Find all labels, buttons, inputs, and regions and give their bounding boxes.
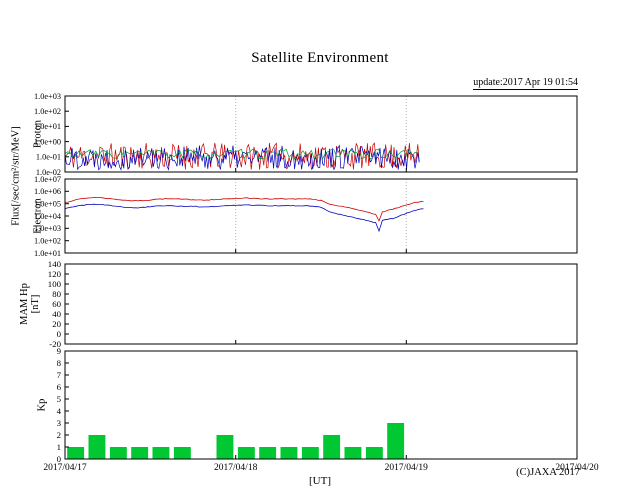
y-tick-label: 40	[52, 309, 61, 319]
electron-flux-red	[64, 196, 424, 222]
kp-bar	[259, 447, 277, 459]
kp-bar	[280, 447, 298, 459]
kp-bar	[109, 447, 127, 459]
y-tick-label: -20	[49, 339, 61, 349]
panel-border	[64, 178, 578, 254]
y-tick-label: 3	[57, 418, 62, 428]
y-tick-label: 20	[52, 319, 61, 329]
y-tick-label: 1.0e+02	[34, 107, 61, 116]
x-tick-label: 2017/04/18	[214, 463, 258, 473]
y-tick-label: 0	[57, 329, 62, 339]
x-tick-label: 2017/04/19	[385, 463, 429, 473]
kp-bar	[131, 447, 149, 459]
flux-axis-label: Flux[/sec/cm²/str/MeV]	[10, 126, 22, 226]
kp-bar	[323, 435, 341, 459]
y-tick-label: 120	[48, 269, 62, 279]
kp-bar	[67, 447, 85, 459]
y-tick-label: 1.0e+02	[34, 237, 61, 246]
proton-flux-blue	[64, 144, 420, 171]
kp-axis-label: Kp	[36, 398, 48, 412]
y-tick-label: 1.0e+01	[34, 249, 61, 258]
y-tick-label: 1.0e-02	[36, 168, 61, 177]
y-tick-label: 100	[48, 279, 62, 289]
x-tick-label: 2017/04/17	[43, 463, 87, 473]
mam-hp-axis-label-line2: [nT]	[30, 294, 41, 314]
y-tick-label: 1.0e+05	[34, 200, 61, 209]
y-tick-label: 1.0e+00	[34, 137, 61, 146]
y-tick-label: 1.0e+07	[34, 175, 61, 184]
kp-bar	[216, 435, 234, 459]
copyright: (C)JAXA 2017	[516, 467, 580, 478]
kp-bar	[237, 447, 255, 459]
y-tick-label: 140	[48, 259, 62, 269]
y-tick-label: 60	[52, 299, 61, 309]
electron-axis-label: Electron	[32, 198, 44, 234]
kp-bar	[88, 435, 106, 459]
update-timestamp: update:2017 Apr 19 01:54	[473, 77, 578, 90]
y-tick-label: 1.0e+06	[34, 187, 61, 196]
panel-border	[64, 263, 578, 345]
y-tick-label: 1.0e+01	[34, 122, 61, 131]
panel-proton: 1.0e+03 1.0e+02 1.0e+01 1.0e+00 1.0e-01 1.0e-…	[34, 92, 578, 177]
panel-electron: 1.0e+07 1.0e+06 1.0e+05 1.0e+04 1.0e+03 1.0e+…	[34, 175, 578, 258]
kp-bar	[173, 447, 191, 459]
mam-hp-axis-label-line1: MAM Hp	[18, 283, 30, 325]
y-tick-label: 7	[57, 370, 62, 380]
proton-flux-green	[64, 148, 418, 160]
kp-bar	[152, 447, 170, 459]
y-tick-label: 2	[57, 430, 61, 440]
y-tick-label: 4	[57, 406, 62, 416]
chart-title: Satellite Environment	[251, 50, 389, 66]
kp-bar	[344, 447, 362, 459]
panel-border	[64, 95, 578, 173]
y-tick-label: 0	[57, 454, 62, 464]
kp-bar	[387, 423, 405, 459]
y-tick-label: 1.0e+04	[34, 212, 62, 221]
y-tick-label: 5	[57, 394, 62, 404]
y-tick-label: 80	[52, 289, 61, 299]
y-tick-label: 1.0e+03	[34, 92, 61, 101]
mam-hp-axis-label: MAM Hp [nT]	[19, 283, 41, 325]
y-tick-label: 8	[57, 358, 62, 368]
panel-kp: 9 8 7 6 5 4 3 2 1 0	[57, 346, 578, 464]
y-tick-label: 6	[57, 382, 62, 392]
x-axis-title: [UT]	[309, 475, 331, 487]
y-tick-label: 1	[57, 442, 61, 452]
x-tick-label: 2017/04/20	[555, 463, 599, 473]
y-tick-label: 1.0e+03	[34, 224, 61, 233]
proton-axis-label: Proton	[32, 119, 44, 149]
y-tick-label: 1.0e-01	[36, 153, 61, 162]
panel-border	[64, 350, 578, 460]
kp-bar	[301, 447, 319, 459]
kp-bar	[365, 447, 383, 459]
electron-flux-blue	[64, 203, 424, 233]
y-tick-label: 9	[57, 346, 62, 356]
